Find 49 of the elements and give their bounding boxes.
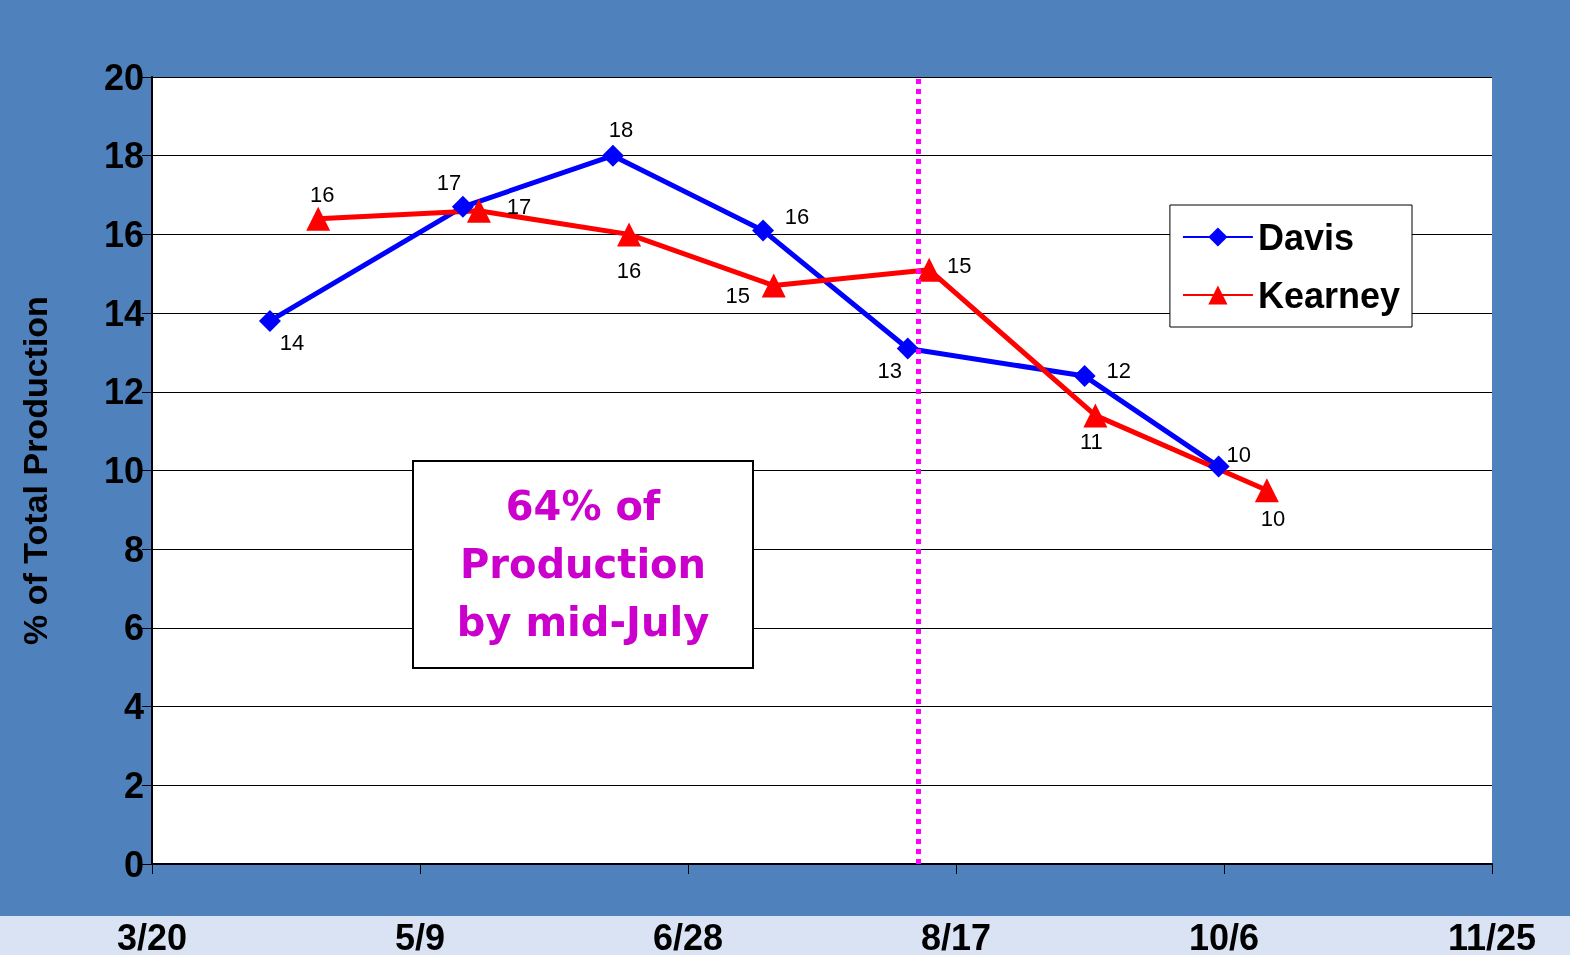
y-tick-label: 4 xyxy=(123,686,144,728)
y-tick-label: 10 xyxy=(103,450,144,491)
y-tick-label: 2 xyxy=(123,764,144,806)
data-label: 16 xyxy=(616,257,642,283)
point xyxy=(451,195,474,218)
point xyxy=(1083,403,1108,428)
data-label: 12 xyxy=(1106,357,1131,383)
point xyxy=(1207,455,1230,478)
data-label: 15 xyxy=(725,283,750,309)
y-tick-label: 6 xyxy=(123,607,144,649)
y-tick-label: 18 xyxy=(103,135,144,177)
x-tick-label: 11/25 xyxy=(1447,916,1537,955)
y-tick-label: 8 xyxy=(123,528,144,570)
data-label: 17 xyxy=(436,170,462,196)
point xyxy=(466,198,491,223)
data-label: 13 xyxy=(877,358,902,384)
y-tick-label: 14 xyxy=(103,292,144,334)
point xyxy=(1073,365,1096,388)
point xyxy=(601,144,624,167)
x-tick-label: 6/28 xyxy=(652,916,724,955)
y-tick-label: 0 xyxy=(123,843,144,885)
annotation: 64% of Production by mid-July xyxy=(456,483,710,645)
y-tick-label: 16 xyxy=(103,213,144,255)
point xyxy=(617,222,642,247)
data-label: 10 xyxy=(1226,442,1251,468)
y-tick-label: 20 xyxy=(103,56,144,98)
data-label: 16 xyxy=(309,182,335,208)
legend-label: Davis xyxy=(1257,216,1354,258)
point xyxy=(258,309,281,332)
x-tick-label: 8/17 xyxy=(920,916,992,955)
point xyxy=(761,273,786,298)
point xyxy=(306,206,331,231)
legend-label: Kearney xyxy=(1257,274,1401,316)
point xyxy=(1254,478,1279,503)
point xyxy=(917,257,942,282)
data-label: 10 xyxy=(1260,505,1286,531)
x-tick-label: 10/6 xyxy=(1188,916,1260,955)
data-label: 15 xyxy=(946,253,972,279)
data-label: 14 xyxy=(279,330,305,356)
y-axis-title: % of Total Production xyxy=(16,296,54,645)
data-label: 16 xyxy=(784,203,810,229)
x-tick-label: 5/9 xyxy=(394,916,446,955)
y-tick-label: 12 xyxy=(103,371,144,413)
point xyxy=(896,337,919,360)
point xyxy=(752,219,775,242)
data-label: 11 xyxy=(1079,428,1103,454)
data-label: 18 xyxy=(608,117,634,143)
data-label: 17 xyxy=(506,194,532,220)
x-tick-label: 3/20 xyxy=(116,916,188,955)
